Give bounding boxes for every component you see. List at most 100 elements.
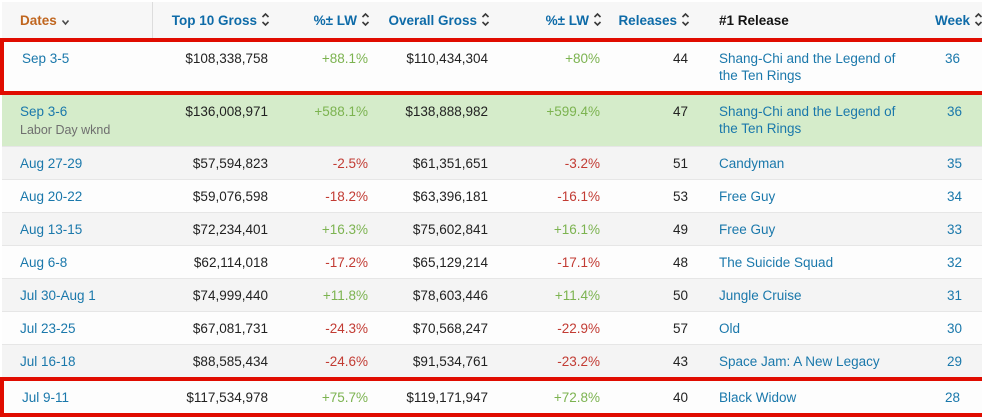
week-link[interactable]: 36	[944, 51, 960, 66]
week-cell: 36	[935, 38, 982, 95]
week-link[interactable]: 36	[946, 104, 962, 119]
number-one-release-cell: Jungle Cruise	[702, 278, 935, 312]
releases-cell: 49	[614, 212, 702, 246]
releases-cell: 44	[614, 38, 702, 95]
number-one-release-cell: Shang-Chi and the Legend of the Ten Ring…	[702, 93, 935, 147]
release-link[interactable]: Old	[719, 321, 741, 336]
week-cell: 33	[935, 212, 982, 246]
week-link[interactable]: 28	[944, 390, 960, 405]
overall-pct-change: -16.1%	[557, 189, 600, 204]
column-header-releases[interactable]: Releases	[614, 2, 702, 41]
week-link[interactable]: 31	[946, 288, 962, 303]
release-link[interactable]: Black Widow	[719, 390, 797, 405]
overall-pct-change: -17.1%	[557, 255, 600, 270]
top10-gross-cell: $88,585,434	[152, 344, 282, 380]
releases-cell: 57	[614, 311, 702, 345]
column-header-label: Week	[935, 12, 971, 28]
week-link[interactable]: 35	[946, 156, 962, 171]
dates-cell: Jul 30-Aug 1	[2, 278, 152, 312]
top10-gross-cell: $59,076,598	[152, 179, 282, 213]
top10-gross-cell: $72,234,401	[152, 212, 282, 246]
overall-gross-value: $75,602,841	[412, 222, 488, 237]
overall-pct-change: +599.4%	[546, 104, 600, 119]
overall-pct-lw-cell: -3.2%	[502, 146, 614, 180]
release-link[interactable]: Shang-Chi and the Legend of the Ten Ring…	[719, 104, 896, 136]
releases-count: 51	[672, 156, 688, 171]
week-cell: 31	[935, 278, 982, 312]
number-one-release-cell: Candyman	[702, 146, 935, 180]
date-link[interactable]: Jul 9-11	[22, 390, 70, 405]
column-header-top10-pct-lw[interactable]: %± LW	[282, 2, 382, 41]
releases-count: 57	[672, 321, 688, 336]
dates-cell: Jul 23-25	[2, 311, 152, 345]
column-header-overall-gross[interactable]: Overall Gross	[382, 2, 502, 41]
date-link[interactable]: Aug 27-29	[20, 156, 83, 171]
sort-updown-icon	[261, 12, 270, 28]
number-one-release-cell: Space Jam: A New Legacy	[702, 344, 935, 380]
dates-cell: Aug 13-15	[2, 212, 152, 246]
release-link[interactable]: Candyman	[719, 156, 785, 171]
overall-gross-cell: $61,351,651	[382, 146, 502, 180]
overall-gross-cell: $63,396,181	[382, 179, 502, 213]
release-link[interactable]: The Suicide Squad	[719, 255, 834, 270]
top10-pct-change: +75.7%	[321, 390, 368, 405]
overall-gross-cell: $75,602,841	[382, 212, 502, 246]
overall-gross-value: $70,568,247	[412, 321, 488, 336]
date-link[interactable]: Aug 13-15	[20, 222, 83, 237]
overall-pct-lw-cell: -17.1%	[502, 245, 614, 279]
releases-count: 48	[672, 255, 688, 270]
sort-updown-icon	[974, 12, 982, 28]
column-header-label: #1 Release	[719, 12, 789, 28]
overall-pct-lw-cell: +80%	[502, 38, 614, 95]
overall-pct-change: -23.2%	[557, 354, 600, 369]
overall-gross-value: $110,434,304	[406, 51, 488, 66]
date-link[interactable]: Jul 23-25	[20, 321, 76, 336]
sort-updown-icon	[481, 12, 490, 28]
overall-pct-change: +11.4%	[554, 288, 600, 303]
week-link[interactable]: 29	[946, 354, 962, 369]
table-row: Jul 30-Aug 1 $74,999,440 +11.8% $78,603,446…	[2, 278, 982, 312]
week-link[interactable]: 33	[946, 222, 962, 237]
column-header-overall-pct-lw[interactable]: %± LW	[502, 2, 614, 41]
top10-gross-value: $88,585,434	[192, 354, 268, 369]
top10-pct-lw-cell: +75.7%	[282, 377, 382, 417]
week-link[interactable]: 32	[946, 255, 962, 270]
releases-count: 53	[672, 189, 688, 204]
release-link[interactable]: Free Guy	[719, 189, 776, 204]
overall-gross-cell: $78,603,446	[382, 278, 502, 312]
overall-pct-change: +16.1%	[553, 222, 600, 237]
week-link[interactable]: 30	[946, 321, 962, 336]
week-cell: 34	[935, 179, 982, 213]
dates-cell: Sep 3-6 Labor Day wknd	[2, 93, 152, 147]
date-link[interactable]: Sep 3-5	[22, 51, 70, 66]
column-header-label: Releases	[618, 12, 677, 28]
release-link[interactable]: Free Guy	[719, 222, 776, 237]
release-link[interactable]: Jungle Cruise	[719, 288, 802, 303]
top10-pct-lw-cell: +88.1%	[282, 38, 382, 95]
number-one-release-cell: Free Guy	[702, 212, 935, 246]
date-link[interactable]: Jul 16-18	[20, 354, 76, 369]
week-cell: 30	[935, 311, 982, 345]
number-one-release-cell: The Suicide Squad	[702, 245, 935, 279]
date-link[interactable]: Aug 6-8	[20, 255, 68, 270]
column-header-week[interactable]: Week	[935, 2, 982, 41]
date-link[interactable]: Jul 30-Aug 1	[20, 288, 96, 303]
table-header-row: Dates Top 10 Gross %± LW Overall Gross %± LW…	[2, 2, 982, 41]
column-header-label: %± LW	[313, 12, 357, 28]
release-link[interactable]: Space Jam: A New Legacy	[719, 354, 880, 369]
table-row: Aug 20-22 $59,076,598 -18.2% $63,396,181 -16…	[2, 179, 982, 213]
release-link[interactable]: Shang-Chi and the Legend of the Ten Ring…	[719, 51, 896, 83]
table-row: Sep 3-6 Labor Day wknd $136,008,971 +588.1%…	[2, 93, 982, 147]
week-link[interactable]: 34	[946, 189, 962, 204]
overall-gross-cell: $110,434,304	[382, 38, 502, 95]
column-header-top10-gross[interactable]: Top 10 Gross	[152, 2, 282, 41]
overall-gross-value: $78,603,446	[412, 288, 488, 303]
top10-pct-change: -2.5%	[332, 156, 368, 171]
date-link[interactable]: Sep 3-6	[20, 104, 68, 119]
overall-pct-lw-cell: +11.4%	[502, 278, 614, 312]
date-link[interactable]: Aug 20-22	[20, 189, 83, 204]
column-header-dates[interactable]: Dates	[2, 2, 153, 41]
top10-pct-change: -24.6%	[325, 354, 368, 369]
overall-pct-lw-cell: +16.1%	[502, 212, 614, 246]
releases-count: 40	[672, 390, 688, 405]
